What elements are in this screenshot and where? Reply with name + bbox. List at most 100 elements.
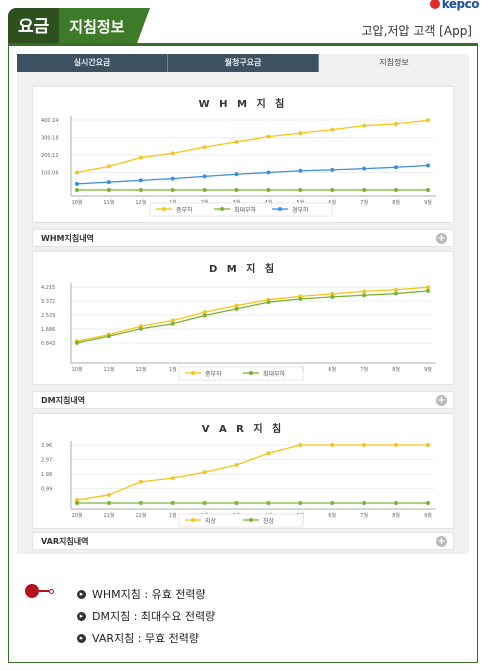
tab-realtime-fee[interactable]: 실시간요금 bbox=[17, 54, 167, 72]
x-tick-label: 8월 bbox=[392, 366, 400, 373]
data-point bbox=[170, 321, 175, 326]
whm-detail-strip[interactable]: WHM지침내역 + bbox=[32, 229, 454, 247]
data-point bbox=[298, 188, 303, 192]
note-whm-text: WHM지침 : 유효 전력량 bbox=[92, 588, 206, 601]
data-point bbox=[138, 501, 143, 505]
series-line bbox=[76, 444, 428, 501]
data-point bbox=[106, 501, 111, 505]
x-tick-label: 1월 bbox=[169, 366, 177, 373]
x-tick-label: 1월 bbox=[169, 512, 177, 519]
data-point bbox=[138, 326, 143, 331]
data-point bbox=[362, 123, 367, 128]
data-point bbox=[394, 443, 399, 447]
data-point bbox=[75, 170, 79, 175]
legend-box bbox=[149, 202, 333, 217]
page-header: 요금 지침정보 고압,저압 고객 [App] bbox=[8, 8, 478, 46]
dm-chart-card: D M 지 침 4.215 3.372 2.529 1.686 0.843 10월 11월 1… bbox=[32, 251, 454, 385]
var-detail-strip[interactable]: VAR지침내역 + bbox=[32, 532, 454, 550]
data-point bbox=[298, 501, 303, 505]
whm-expand-plus-icon[interactable]: + bbox=[436, 233, 447, 244]
data-point bbox=[330, 188, 335, 192]
data-point bbox=[202, 145, 207, 150]
note-dm: ▸ DM지침 : 최대수요 전력량 bbox=[77, 608, 215, 624]
data-point bbox=[426, 443, 430, 447]
data-point bbox=[298, 131, 303, 136]
data-point bbox=[394, 165, 399, 170]
data-point bbox=[362, 289, 367, 294]
var-detail-label: VAR지침내역 bbox=[41, 537, 89, 546]
dm-chart-title: D M 지 침 bbox=[208, 264, 278, 275]
x-tick-label: 10월 bbox=[72, 512, 83, 519]
x-tick-label: 8월 bbox=[392, 199, 400, 206]
whm-chart: 400.24 300.18 200.12 100.06 10월 11월 12월 1월 2월 3월 4… bbox=[41, 116, 436, 217]
data-point bbox=[170, 476, 175, 481]
x-tick-label: 12월 bbox=[135, 199, 146, 206]
data-point bbox=[138, 178, 143, 183]
var-expand-plus-icon[interactable]: + bbox=[436, 536, 447, 547]
data-point bbox=[266, 451, 271, 456]
legend-marker bbox=[191, 371, 195, 375]
data-point bbox=[170, 151, 175, 156]
header-subtitle: 고압,저압 고객 [App] bbox=[361, 24, 473, 38]
x-tick-label: 10월 bbox=[72, 199, 83, 206]
data-point bbox=[266, 134, 271, 139]
y-tick-label: 0.843 bbox=[41, 341, 55, 347]
bullet-lead-icon bbox=[25, 584, 54, 598]
brand-name: kepco bbox=[441, 0, 480, 11]
data-point bbox=[234, 303, 239, 308]
data-point bbox=[298, 296, 303, 301]
data-point bbox=[234, 139, 239, 144]
legend-label: 최대부하 bbox=[234, 206, 257, 214]
y-tick-label: 400.24 bbox=[41, 118, 59, 124]
data-point bbox=[330, 501, 335, 505]
data-point bbox=[394, 291, 399, 296]
data-point bbox=[394, 501, 399, 505]
data-point bbox=[330, 167, 335, 172]
series-line bbox=[76, 164, 429, 185]
legend-label: 중부하 bbox=[176, 206, 193, 214]
data-point bbox=[234, 306, 239, 311]
series-line bbox=[76, 119, 429, 174]
legend-label: 최대부하 bbox=[263, 370, 286, 378]
x-tick-label: 7월 bbox=[360, 366, 368, 373]
x-tick-label: 9월 bbox=[424, 366, 432, 373]
data-point bbox=[426, 288, 430, 293]
legend-label: 진상 bbox=[263, 517, 275, 525]
app-screen: 실시간요금 월청구요금 지침정보 W H M 지 침 400.24 300.18 2… bbox=[17, 54, 469, 554]
data-point bbox=[266, 300, 271, 305]
x-tick-label: 7월 bbox=[360, 512, 368, 519]
legend-marker bbox=[278, 207, 282, 211]
arrow-circle-icon: ▸ bbox=[77, 589, 86, 599]
legend-label: 경부하 bbox=[292, 206, 309, 214]
y-tick-label: 1.98 bbox=[41, 472, 52, 478]
data-point bbox=[330, 291, 335, 296]
dm-chart: 4.2153.3722.5291.6860.84310월11월12월1월2월3월… bbox=[41, 283, 436, 381]
x-tick-label: 11월 bbox=[103, 512, 114, 519]
brand-logo: kepco bbox=[429, 0, 480, 11]
tab-meter-info[interactable]: 지침정보 bbox=[318, 54, 469, 72]
data-point bbox=[202, 501, 207, 505]
data-point bbox=[394, 287, 399, 292]
y-tick-label: 4.215 bbox=[41, 285, 55, 291]
data-point bbox=[170, 176, 175, 181]
data-point bbox=[426, 118, 430, 123]
note-whm: ▸ WHM지침 : 유효 전력량 bbox=[77, 586, 206, 602]
data-point bbox=[202, 313, 207, 318]
data-point bbox=[106, 164, 111, 169]
x-tick-label: 11월 bbox=[103, 366, 114, 373]
series-line bbox=[76, 290, 429, 344]
y-tick-label: 100.06 bbox=[41, 171, 59, 177]
dm-expand-plus-icon[interactable]: + bbox=[436, 395, 447, 406]
legend-box bbox=[178, 513, 304, 528]
legend-box bbox=[178, 366, 304, 381]
dm-detail-strip[interactable]: DM지침내역 + bbox=[32, 391, 454, 409]
series-line bbox=[76, 286, 429, 342]
y-tick-label: 3.372 bbox=[41, 299, 55, 305]
tab-monthly-bill[interactable]: 월청구요금 bbox=[167, 54, 318, 72]
x-tick-label: 6월 bbox=[328, 366, 336, 373]
legend-marker bbox=[191, 518, 195, 522]
x-tick-label: 1월 bbox=[169, 199, 177, 206]
whm-chart-card: W H M 지 침 400.24 300.18 200.12 100.06 10월 11월… bbox=[32, 86, 454, 223]
y-tick-label: 0.99 bbox=[41, 487, 52, 493]
x-tick-label: 3월 bbox=[233, 199, 241, 206]
